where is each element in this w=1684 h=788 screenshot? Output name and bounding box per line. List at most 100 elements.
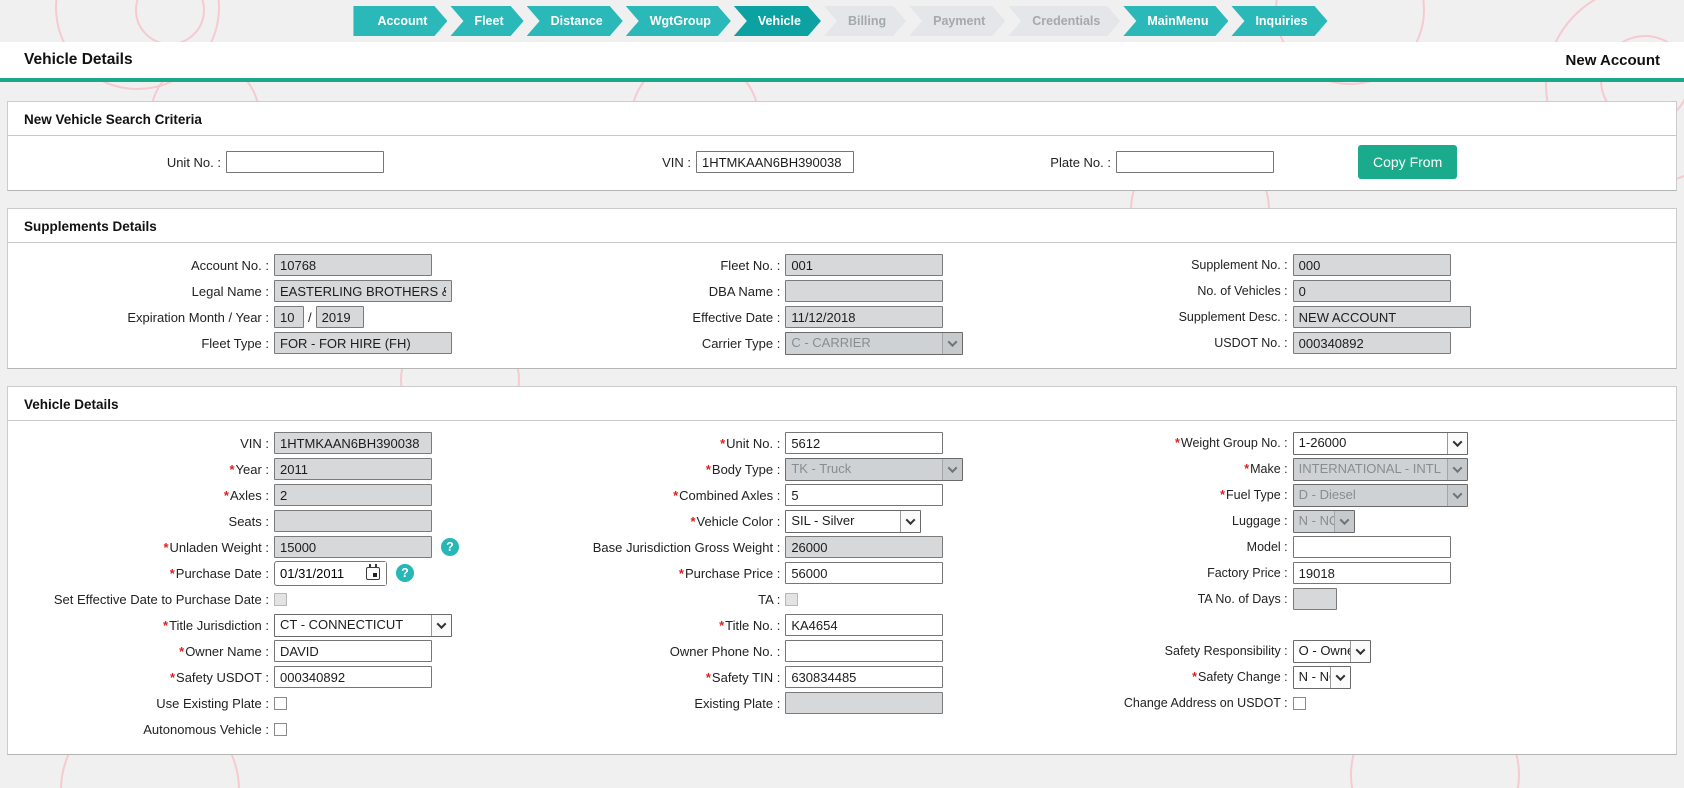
- title-no-input[interactable]: [785, 614, 944, 636]
- luggage-label: Luggage :: [1232, 514, 1288, 528]
- field-fuel-type: *Fuel Type : D - Diesel: [1123, 482, 1676, 508]
- unit-no-input[interactable]: [785, 432, 944, 454]
- breadcrumb-step-fleet[interactable]: Fleet: [450, 6, 523, 36]
- calendar-icon[interactable]: [359, 561, 386, 585]
- purchase-price-input[interactable]: [785, 562, 944, 584]
- field-supplement-desc: Supplement Desc. :: [1123, 304, 1676, 330]
- fleet-no-input: [785, 254, 944, 276]
- field-title-jurisdiction: *Title Jurisdiction : CT - CONNECTICUT: [16, 612, 569, 638]
- owner-name-label: *Owner Name :: [179, 643, 269, 659]
- field-safety-change: *Safety Change : N - NO: [1123, 664, 1676, 690]
- required-asterisk: *: [705, 461, 711, 477]
- weight-group-label: *Weight Group No. :: [1175, 436, 1288, 450]
- fuel-type-value: D - Diesel: [1298, 486, 1356, 502]
- supplement-no-input: [1292, 254, 1451, 276]
- autonomous-checkbox[interactable]: [274, 722, 287, 736]
- safety-responsibility-select[interactable]: O - Owner: [1292, 639, 1371, 663]
- make-select: INTERNATIONAL - INTL: [1292, 457, 1468, 481]
- title-jurisdiction-label: *Title Jurisdiction :: [163, 617, 269, 633]
- unladen-weight-input: [274, 536, 432, 558]
- seats-input: [274, 510, 432, 532]
- combined-axles-input[interactable]: [785, 484, 944, 506]
- expiration-label: Expiration Month / Year :: [127, 309, 269, 325]
- required-asterisk: *: [720, 435, 726, 451]
- axles-input: [274, 484, 432, 506]
- purchase-date-input[interactable]: [275, 561, 359, 585]
- page-title: Vehicle Details: [24, 51, 133, 68]
- search-unit-no-input[interactable]: [226, 151, 384, 173]
- ta-label: TA :: [758, 591, 781, 607]
- field-luggage: Luggage : N - NO: [1123, 508, 1676, 534]
- field-weight-group: *Weight Group No. : 1-26000: [1123, 430, 1676, 456]
- field-purchase-date: *Purchase Date : ?: [16, 560, 569, 586]
- field-combined-axles: *Combined Axles :: [569, 482, 1122, 508]
- vehicle-color-label: *Vehicle Color :: [690, 513, 781, 529]
- search-actions: Copy From: [1278, 145, 1668, 179]
- help-icon[interactable]: ?: [441, 538, 459, 556]
- field-expiration: Expiration Month / Year : /: [16, 304, 569, 330]
- ta-checkbox: [785, 592, 799, 606]
- factory-price-label: Factory Price :: [1207, 566, 1288, 580]
- no-of-vehicles-label: No. of Vehicles :: [1197, 284, 1288, 298]
- safety-usdot-input[interactable]: [274, 666, 432, 688]
- luggage-select: N - NO: [1292, 509, 1355, 533]
- carrier-type-value: C - CARRIER: [791, 334, 871, 350]
- safety-tin-input[interactable]: [785, 666, 944, 688]
- breadcrumb-step-billing: Billing: [824, 6, 906, 36]
- title-jurisdiction-select[interactable]: CT - CONNECTICUT: [274, 613, 452, 637]
- effective-date-label: Effective Date :: [692, 309, 781, 325]
- title-jurisdiction-value: CT - CONNECTICUT: [280, 616, 404, 632]
- owner-phone-input[interactable]: [785, 640, 944, 662]
- change-address-checkbox[interactable]: [1292, 696, 1306, 710]
- field-base-gross-weight: Base Jurisdiction Gross Weight :: [569, 534, 1122, 560]
- base-gross-weight-input: [785, 536, 944, 558]
- breadcrumb-step-payment: Payment: [909, 6, 1005, 36]
- copy-from-button[interactable]: Copy From: [1358, 145, 1458, 179]
- change-address-label: Change Address on USDOT :: [1123, 696, 1288, 710]
- required-asterisk: *: [1192, 670, 1197, 684]
- search-vin-input[interactable]: [696, 151, 854, 173]
- fuel-type-label: *Fuel Type :: [1220, 488, 1288, 502]
- required-asterisk: *: [163, 539, 169, 555]
- field-supplement-no: Supplement No. :: [1123, 252, 1676, 278]
- model-input[interactable]: [1292, 536, 1451, 558]
- safety-tin-label: *Safety TIN :: [705, 669, 781, 685]
- safety-change-select[interactable]: N - NO: [1292, 665, 1351, 689]
- help-icon[interactable]: ?: [396, 564, 414, 582]
- supplement-desc-input: [1292, 306, 1471, 328]
- search-criteria-panel: New Vehicle Search Criteria Unit No. : V…: [7, 101, 1677, 191]
- model-label: Model :: [1246, 540, 1288, 554]
- breadcrumb-step-distance[interactable]: Distance: [527, 6, 623, 36]
- expiration-month-input: [274, 306, 304, 328]
- field-vehicle-color: *Vehicle Color : SIL - Silver: [569, 508, 1122, 534]
- weight-group-select[interactable]: 1-26000: [1292, 431, 1468, 455]
- breadcrumb-step-mainmenu[interactable]: MainMenu: [1123, 6, 1228, 36]
- field-make: *Make : INTERNATIONAL - INTL: [1123, 456, 1676, 482]
- breadcrumb-step-vehicle[interactable]: Vehicle: [734, 6, 821, 36]
- fleet-no-label: Fleet No. :: [720, 257, 781, 273]
- legal-name-label: Legal Name :: [191, 283, 269, 299]
- search-plate-no-input[interactable]: [1116, 151, 1274, 173]
- empty-cell: [569, 716, 1122, 742]
- owner-name-input[interactable]: [274, 640, 432, 662]
- field-set-effective-date: Set Effective Date to Purchase Date :: [16, 586, 569, 612]
- required-asterisk: *: [169, 565, 175, 581]
- field-dba-name: DBA Name :: [569, 278, 1122, 304]
- field-use-existing-plate: Use Existing Plate :: [16, 690, 569, 716]
- chevron-down-icon: [900, 510, 921, 532]
- breadcrumb-step-wgtgroup[interactable]: WgtGroup: [626, 6, 731, 36]
- breadcrumb-step-account[interactable]: Account: [353, 6, 447, 36]
- factory-price-input[interactable]: [1292, 562, 1451, 584]
- body-type-label: *Body Type :: [705, 461, 781, 477]
- weight-group-value: 1-26000: [1298, 434, 1347, 450]
- use-existing-plate-checkbox[interactable]: [274, 696, 287, 710]
- body-type-select: TK - Truck: [785, 457, 964, 481]
- ta-days-label: TA No. of Days :: [1197, 592, 1288, 606]
- field-legal-name: Legal Name :: [16, 278, 569, 304]
- chevron-down-icon: [1446, 432, 1467, 454]
- seats-label: Seats :: [228, 513, 269, 529]
- vin-label: VIN :: [240, 435, 269, 451]
- breadcrumb-step-inquiries[interactable]: Inquiries: [1231, 6, 1327, 36]
- field-search-unit-no: Unit No. :: [8, 149, 398, 175]
- vehicle-color-select[interactable]: SIL - Silver: [785, 509, 922, 533]
